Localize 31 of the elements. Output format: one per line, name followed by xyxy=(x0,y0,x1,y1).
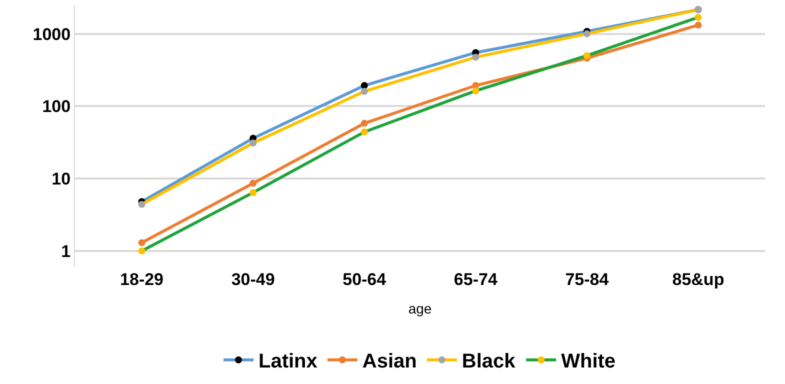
y-tick-label: 10 xyxy=(52,170,71,189)
x-tick-label: 85&up xyxy=(672,270,724,289)
point xyxy=(250,140,257,146)
legend-label: Asian xyxy=(362,350,417,373)
point xyxy=(250,189,257,196)
y-tick-label: 100 xyxy=(42,97,71,116)
point xyxy=(138,239,146,246)
point xyxy=(360,88,368,95)
point xyxy=(472,54,480,61)
point xyxy=(583,52,590,60)
point xyxy=(138,247,146,254)
point xyxy=(250,180,257,187)
x-tick-label: 75-84 xyxy=(565,270,610,289)
point xyxy=(360,82,368,90)
point xyxy=(360,128,368,136)
legend-label: Black xyxy=(462,350,516,373)
x-axis-title: age xyxy=(408,300,432,316)
point xyxy=(138,200,146,208)
x-tick-label: 18-29 xyxy=(120,270,164,289)
y-tick-label: 1000 xyxy=(32,24,71,44)
y-tick-label: 1 xyxy=(61,242,71,261)
point xyxy=(694,22,702,29)
point xyxy=(472,87,480,94)
point xyxy=(583,30,590,38)
point xyxy=(694,14,702,21)
point xyxy=(360,120,368,127)
legend-label: Latinx xyxy=(258,350,318,373)
x-tick-label: 65-74 xyxy=(454,270,498,289)
legend-label: White xyxy=(561,350,616,373)
x-tick-label: 50-64 xyxy=(342,270,387,289)
x-tick-label: 30-49 xyxy=(231,270,275,289)
